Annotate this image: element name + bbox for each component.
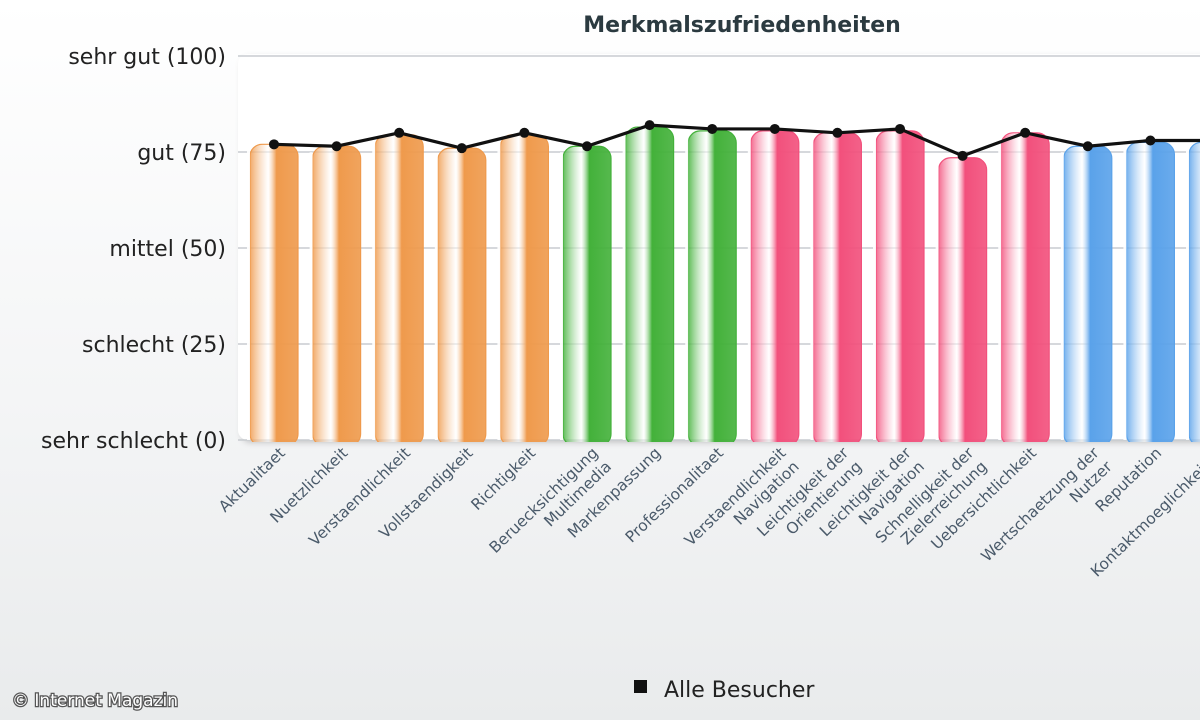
bar-rect bbox=[1000, 132, 1050, 442]
line-point bbox=[269, 139, 279, 150]
bar-rect bbox=[312, 145, 362, 442]
legend-marker bbox=[634, 680, 647, 693]
bar bbox=[747, 130, 800, 442]
line-point bbox=[519, 127, 530, 138]
y-tick-label: mittel (50) bbox=[109, 237, 226, 262]
bar bbox=[497, 134, 549, 442]
line-point bbox=[456, 143, 467, 154]
bar-rect bbox=[499, 134, 549, 442]
bar-rect bbox=[1188, 141, 1200, 442]
bar bbox=[1123, 141, 1175, 442]
bar bbox=[998, 132, 1050, 442]
bar-rect bbox=[1125, 141, 1175, 442]
bar bbox=[622, 126, 675, 442]
bar bbox=[810, 132, 862, 442]
bar bbox=[247, 143, 299, 442]
bar bbox=[685, 130, 737, 442]
y-tick-label: gut (75) bbox=[137, 141, 226, 166]
line-point bbox=[582, 141, 592, 152]
bar-rect bbox=[938, 157, 988, 442]
credit: © Internet Magazin bbox=[12, 691, 178, 711]
line-point bbox=[331, 141, 342, 152]
line-point bbox=[644, 120, 655, 131]
bar bbox=[1186, 141, 1200, 442]
x-axis: AktualitaetNuetzlichkeitVerstaendlichkei… bbox=[215, 443, 1200, 580]
bar bbox=[873, 130, 925, 442]
line-point bbox=[957, 150, 968, 161]
bar-rect bbox=[875, 130, 925, 442]
bar bbox=[1060, 145, 1113, 442]
series-line bbox=[269, 120, 1200, 161]
bar-rect bbox=[625, 126, 675, 442]
bar-rect bbox=[812, 132, 862, 442]
bar bbox=[560, 145, 612, 442]
bars bbox=[247, 126, 1200, 442]
bar-rect bbox=[750, 130, 800, 442]
svg-text:Wertschaetzung der: Wertschaetzung der bbox=[978, 443, 1103, 565]
line-point bbox=[769, 123, 780, 134]
line-point bbox=[1020, 127, 1031, 138]
line-point bbox=[1145, 135, 1156, 146]
chart-title: Merkmalszufriedenheiten bbox=[583, 13, 901, 38]
bar-rect bbox=[562, 145, 612, 442]
line-point bbox=[707, 123, 718, 134]
bar bbox=[372, 134, 424, 442]
y-tick-label: schlecht (25) bbox=[82, 333, 226, 358]
y-tick-label: sehr schlecht (0) bbox=[41, 429, 226, 454]
bar-rect bbox=[687, 130, 737, 442]
y-axis: sehr gut (100) gut (75) mittel (50) schlech… bbox=[41, 45, 226, 454]
svg-text:Beruecksichtigung: Beruecksichtigung bbox=[486, 444, 602, 557]
line-point bbox=[1082, 141, 1093, 152]
bar-rect bbox=[374, 134, 424, 442]
bar bbox=[935, 157, 988, 442]
bar-rect bbox=[1063, 145, 1113, 442]
legend-label: Alle Besucher bbox=[664, 678, 815, 703]
line-point bbox=[832, 127, 843, 138]
legend: Alle Besucher bbox=[634, 678, 815, 703]
line-point bbox=[394, 127, 405, 138]
bar bbox=[309, 145, 362, 442]
y-tick-label: sehr gut (100) bbox=[68, 45, 226, 70]
line-point bbox=[895, 123, 905, 134]
bar bbox=[434, 147, 487, 442]
bar-rect bbox=[437, 147, 487, 442]
bar-rect bbox=[249, 143, 299, 442]
